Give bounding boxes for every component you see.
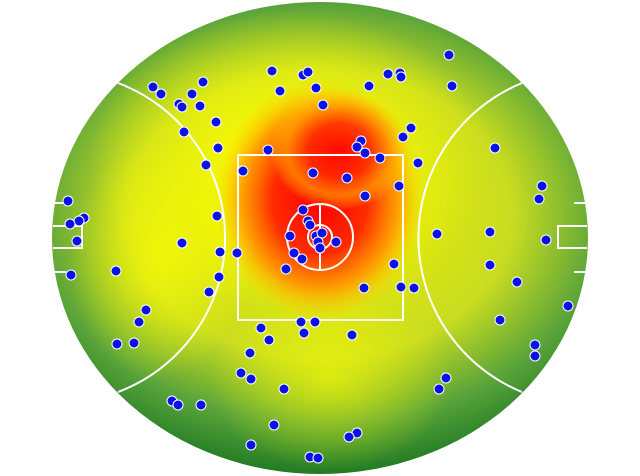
point: [263, 334, 275, 346]
point: [310, 82, 322, 94]
point: [316, 227, 328, 239]
point: [197, 76, 209, 88]
point: [128, 337, 140, 349]
point: [529, 339, 541, 351]
point: [176, 101, 188, 113]
point: [214, 246, 226, 258]
point: [374, 152, 386, 164]
point: [176, 237, 188, 249]
point: [393, 180, 405, 192]
point: [341, 172, 353, 184]
point: [307, 167, 319, 179]
point: [317, 99, 329, 111]
point: [395, 71, 407, 83]
point: [65, 269, 77, 281]
points: [62, 49, 574, 464]
point: [440, 372, 452, 384]
point: [358, 282, 370, 294]
point: [529, 350, 541, 362]
point: [351, 141, 363, 153]
point: [213, 271, 225, 283]
point: [533, 193, 545, 205]
point: [359, 190, 371, 202]
point: [431, 228, 443, 240]
point: [309, 316, 321, 328]
point: [62, 195, 74, 207]
point: [203, 286, 215, 298]
point: [484, 226, 496, 238]
point: [133, 316, 145, 328]
point: [433, 383, 445, 395]
point: [155, 88, 167, 100]
point: [382, 68, 394, 80]
point: [280, 263, 292, 275]
point: [266, 65, 278, 77]
point: [268, 419, 280, 431]
point: [395, 281, 407, 293]
point: [245, 439, 257, 451]
point: [71, 235, 83, 247]
point: [330, 236, 342, 248]
point: [235, 367, 247, 379]
point: [397, 131, 409, 143]
point: [210, 116, 222, 128]
point: [244, 347, 256, 359]
point: [412, 157, 424, 169]
point: [540, 234, 552, 246]
point: [484, 259, 496, 271]
point: [536, 180, 548, 192]
point: [255, 322, 267, 334]
point: [211, 210, 223, 222]
point: [511, 276, 523, 288]
point: [312, 452, 324, 464]
point: [298, 327, 310, 339]
point: [359, 147, 371, 159]
point: [494, 314, 506, 326]
point: [73, 215, 85, 227]
point: [302, 66, 314, 78]
point: [111, 338, 123, 350]
point: [262, 144, 274, 156]
point: [297, 204, 309, 216]
point: [446, 80, 458, 92]
point: [178, 126, 190, 138]
point: [140, 304, 152, 316]
point: [443, 49, 455, 61]
point: [489, 142, 501, 154]
point: [288, 247, 300, 259]
point: [295, 316, 307, 328]
point: [172, 399, 184, 411]
point: [408, 282, 420, 294]
point: [388, 258, 400, 270]
point: [147, 81, 159, 93]
point: [284, 230, 296, 242]
point: [346, 329, 358, 341]
point: [186, 88, 198, 100]
point: [200, 159, 212, 171]
point: [237, 165, 249, 177]
point: [405, 122, 417, 134]
point: [278, 383, 290, 395]
point: [194, 100, 206, 112]
point: [296, 253, 308, 265]
point: [64, 218, 76, 230]
point: [562, 300, 574, 312]
point: [195, 399, 207, 411]
point: [314, 242, 326, 254]
point: [304, 219, 316, 231]
point: [363, 80, 375, 92]
point: [231, 247, 243, 259]
point: [343, 431, 355, 443]
point: [212, 142, 224, 154]
point: [245, 373, 257, 385]
point: [110, 265, 122, 277]
point: [274, 85, 286, 97]
